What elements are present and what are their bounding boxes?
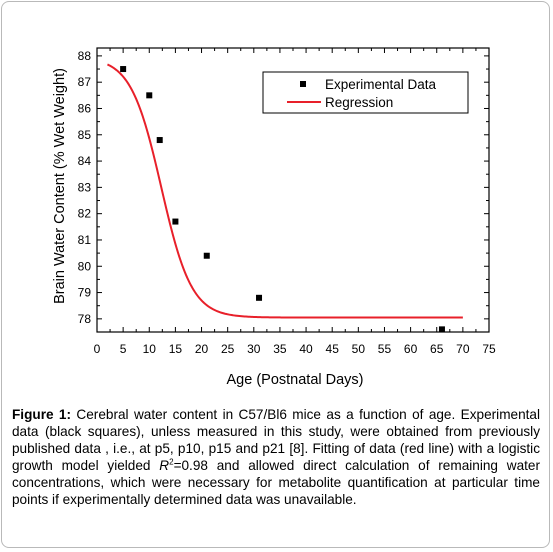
y-tick-label: 78 [78,312,92,326]
y-tick-label: 82 [78,207,92,221]
x-tick-label: 60 [404,342,418,356]
y-tick-label: 87 [78,75,92,89]
legend-label-regression: Regression [325,95,393,110]
data-point [438,326,445,333]
x-tick-label: 65 [430,342,444,356]
caption-text-part1: Cerebral water content in C57/Bl6 mice a… [12,407,540,473]
y-tick-label: 83 [78,180,92,194]
legend-box [262,71,469,114]
legend-marker-experimental [300,81,306,87]
figure-caption: Figure 1: Cerebral water content in C57/… [12,406,540,508]
y-tick-label: 79 [78,286,92,300]
x-tick-label: 75 [482,342,496,356]
y-tick-label: 86 [78,101,92,115]
r-squared-exponent: 2 [169,457,174,467]
caption-label: Figure 1: [12,407,72,422]
y-tick-label: 81 [78,233,92,247]
x-axis-label: Age (Postnatal Days) [226,372,363,388]
y-tick-label: 84 [78,154,92,168]
y-tick-label: 80 [78,259,92,273]
data-point [146,92,153,99]
x-tick-label: 15 [169,342,183,356]
x-tick-label: 25 [221,342,235,356]
x-tick-label: 30 [247,342,261,356]
x-tick-label: 55 [378,342,392,356]
chart: 0 5 10 15 20 25 30 35 40 45 50 55 60 65 70 75 78 79 80 81 82… [52,47,496,388]
x-tick-label: 40 [299,342,313,356]
data-point [203,252,210,259]
r-squared-symbol: R [159,458,170,473]
data-point [120,66,127,73]
legend-label-experimental: Experimental Data [325,77,437,92]
x-tick-label: 50 [352,342,366,356]
y-axis-label: Brain Water Content (% Wet Weight) [52,68,68,304]
regression-curve [107,63,463,319]
y-tick-label: 88 [78,49,92,63]
data-point [256,294,263,301]
x-tick-label: 35 [273,342,287,356]
x-tick-label: 45 [326,342,340,356]
caption-text-part2: =0.98 and allowed direct calculation of … [12,458,541,507]
data-point [156,137,163,144]
x-tick-label: 10 [143,342,157,356]
y-tick-label: 85 [78,128,92,142]
x-tick-label: 5 [120,342,127,356]
x-tick-label: 70 [456,342,470,356]
data-point [172,218,179,225]
x-tick-label: 20 [195,342,209,356]
x-tick-label: 0 [94,342,101,356]
